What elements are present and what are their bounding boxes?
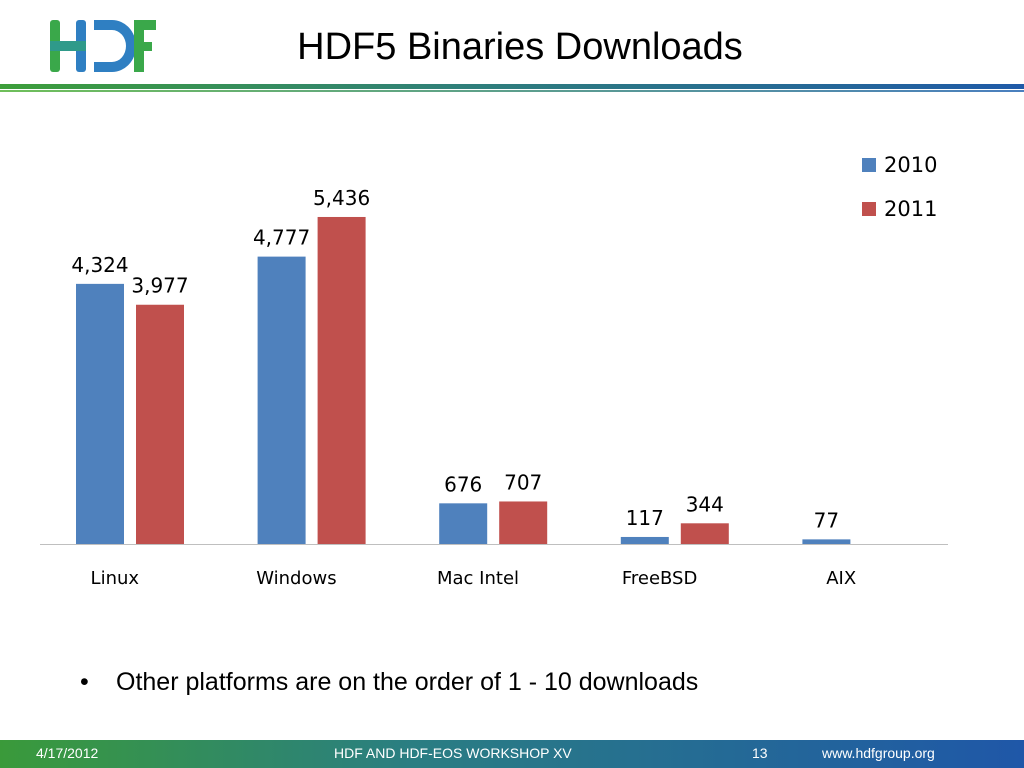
- data-label: 77: [814, 508, 839, 532]
- category-label: AIX: [826, 568, 856, 589]
- bullet-item: • Other platforms are on the order of 1 -…: [80, 664, 980, 700]
- bar-2010-mac-intel: [439, 503, 488, 544]
- bar-2011-linux: [136, 304, 184, 544]
- data-label: 4,777: [253, 226, 310, 250]
- legend-swatch: [862, 202, 876, 216]
- bar-2010-linux: [76, 283, 124, 544]
- bar-2010-aix: [802, 539, 851, 544]
- bar-2011-mac-intel: [499, 501, 548, 544]
- data-label: 5,436: [313, 186, 370, 210]
- legend-label: 2011: [884, 197, 937, 221]
- data-label: 117: [626, 506, 664, 530]
- category-label: FreeBSD: [622, 568, 698, 589]
- title-divider: [0, 84, 1024, 89]
- footer-url: www.hdfgroup.org: [822, 745, 935, 761]
- bullet-text: Other platforms are on the order of 1 - …: [116, 668, 699, 696]
- data-label: 3,977: [131, 274, 188, 298]
- page-title: HDF5 Binaries Downloads: [297, 26, 743, 68]
- category-label: Linux: [91, 568, 140, 589]
- data-label: 707: [504, 470, 542, 494]
- legend-swatch: [862, 158, 876, 172]
- category-label: Mac Intel: [437, 568, 519, 589]
- bar-2010-windows: [257, 256, 306, 544]
- data-label: 676: [444, 472, 482, 496]
- data-label: 344: [686, 492, 724, 516]
- legend-label: 2010: [884, 153, 937, 177]
- bullet-symbol: •: [80, 668, 89, 696]
- data-label: 4,324: [71, 253, 128, 277]
- bar-2011-windows: [317, 216, 366, 544]
- bar-2011-freebsd: [680, 523, 729, 544]
- footer-event: HDF AND HDF-EOS WORKSHOP XV: [334, 745, 572, 761]
- footer-date: 4/17/2012: [36, 745, 99, 761]
- category-label: Windows: [256, 568, 336, 589]
- title-divider-thin: [0, 90, 1024, 92]
- footer-page-number: 13: [752, 745, 768, 761]
- bar-2010-freebsd: [620, 536, 669, 544]
- footer-bar: 4/17/2012 HDF AND HDF-EOS WORKSHOP XV 13…: [0, 740, 1024, 768]
- hdf-logo-icon: [50, 20, 156, 72]
